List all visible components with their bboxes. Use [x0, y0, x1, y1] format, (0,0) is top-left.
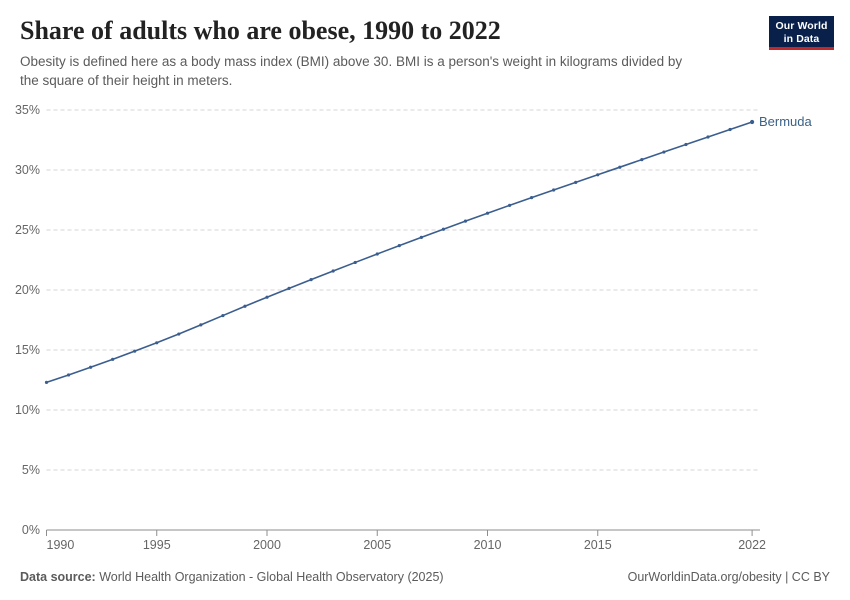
svg-text:1995: 1995: [143, 538, 171, 552]
svg-text:5%: 5%: [22, 463, 40, 477]
svg-text:20%: 20%: [15, 283, 40, 297]
svg-text:2022: 2022: [738, 538, 766, 552]
svg-text:2010: 2010: [474, 538, 502, 552]
svg-text:0%: 0%: [22, 523, 40, 537]
svg-text:2000: 2000: [253, 538, 281, 552]
svg-text:15%: 15%: [15, 343, 40, 357]
svg-text:10%: 10%: [15, 403, 40, 417]
svg-text:2005: 2005: [363, 538, 391, 552]
svg-text:25%: 25%: [15, 223, 40, 237]
svg-text:30%: 30%: [15, 163, 40, 177]
svg-text:Bermuda: Bermuda: [759, 114, 813, 129]
svg-text:1990: 1990: [47, 538, 75, 552]
svg-text:2015: 2015: [584, 538, 612, 552]
svg-text:35%: 35%: [15, 103, 40, 117]
